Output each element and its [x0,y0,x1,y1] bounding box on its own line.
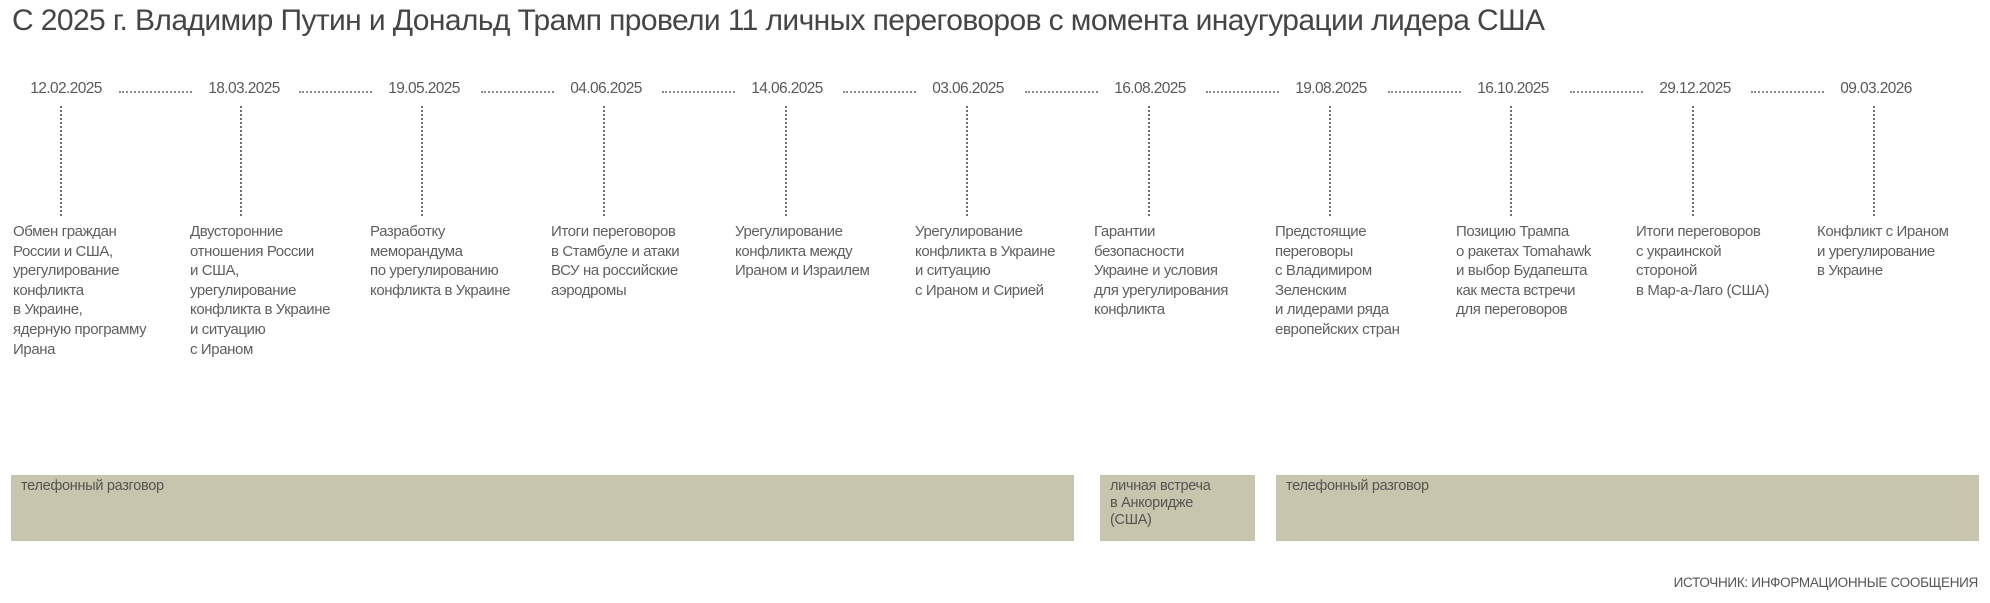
event-date: 16.10.2025 [1477,80,1549,97]
event-tick [1329,106,1331,216]
event-description: Двусторонние отношения России и США, уре… [190,223,331,358]
timeline-connector [1206,91,1279,93]
event-tick [421,106,423,216]
page-title: С 2025 г. Владимир Путин и Дональд Трамп… [12,4,1545,37]
event-description: Итоги переговоров с украинской стороной … [1636,223,1770,299]
timeline-connector [1388,91,1461,93]
timeline-connector [481,91,554,93]
timeline: 12.02.2025 18.03.2025 19.05.2025 04.06.2… [13,80,1949,358]
format-bar-phone-call: телефонный разговор [11,475,1074,541]
event-description: Гарантии безопасности Украине и условия … [1094,223,1228,319]
timeline-connector [119,91,192,93]
timeline-connector [1570,91,1643,93]
event-tick [603,106,605,216]
event-description: Урегулирование конфликта между Ираном и … [735,223,870,280]
event-tick [966,106,968,216]
event-date: 19.08.2025 [1295,80,1367,97]
timeline-connector [1751,91,1824,93]
event-date: 12.02.2025 [30,80,102,97]
event-date: 04.06.2025 [570,80,642,97]
event-description: Конфликт с Ираном и урегулирование в Укр… [1817,223,1949,280]
event-tick [785,106,787,216]
event-description: Обмен граждан России и США, урегулирован… [13,223,147,358]
timeline-connector [1025,91,1098,93]
timeline-connector [662,91,735,93]
event-tick [60,106,62,216]
event-tick [1692,106,1694,216]
event-date: 29.12.2025 [1659,80,1731,97]
format-bar-phone-call: телефонный разговор [1276,475,1979,541]
event-description: Предстоящие переговоры с Владимиром Зеле… [1275,223,1400,338]
event-date: 16.08.2025 [1114,80,1186,97]
event-tick [240,106,242,216]
event-date: 19.05.2025 [388,80,460,97]
event-description: Позицию Трампа о ракетах Tomahawk и выбо… [1456,223,1591,319]
event-date: 14.06.2025 [751,80,823,97]
event-description: Разработку меморандума по урегулированию… [370,223,511,299]
source-note: Источник: информационные сообщения [1673,575,1979,590]
event-date: 18.03.2025 [208,80,280,97]
event-tick [1510,106,1512,216]
event-date: 03.06.2025 [932,80,1004,97]
timeline-connector [299,91,372,93]
format-bar-personal-meeting: личная встреча в Анкоридже (США) [1100,475,1255,541]
timeline-connector [843,91,916,93]
event-tick [1148,106,1150,216]
event-tick [1873,106,1875,216]
event-description: Итоги переговоров в Стамбуле и атаки ВСУ… [551,223,680,299]
event-description: Урегулирование конфликта в Украине и сит… [915,223,1056,299]
event-date: 09.03.2026 [1840,80,1912,97]
